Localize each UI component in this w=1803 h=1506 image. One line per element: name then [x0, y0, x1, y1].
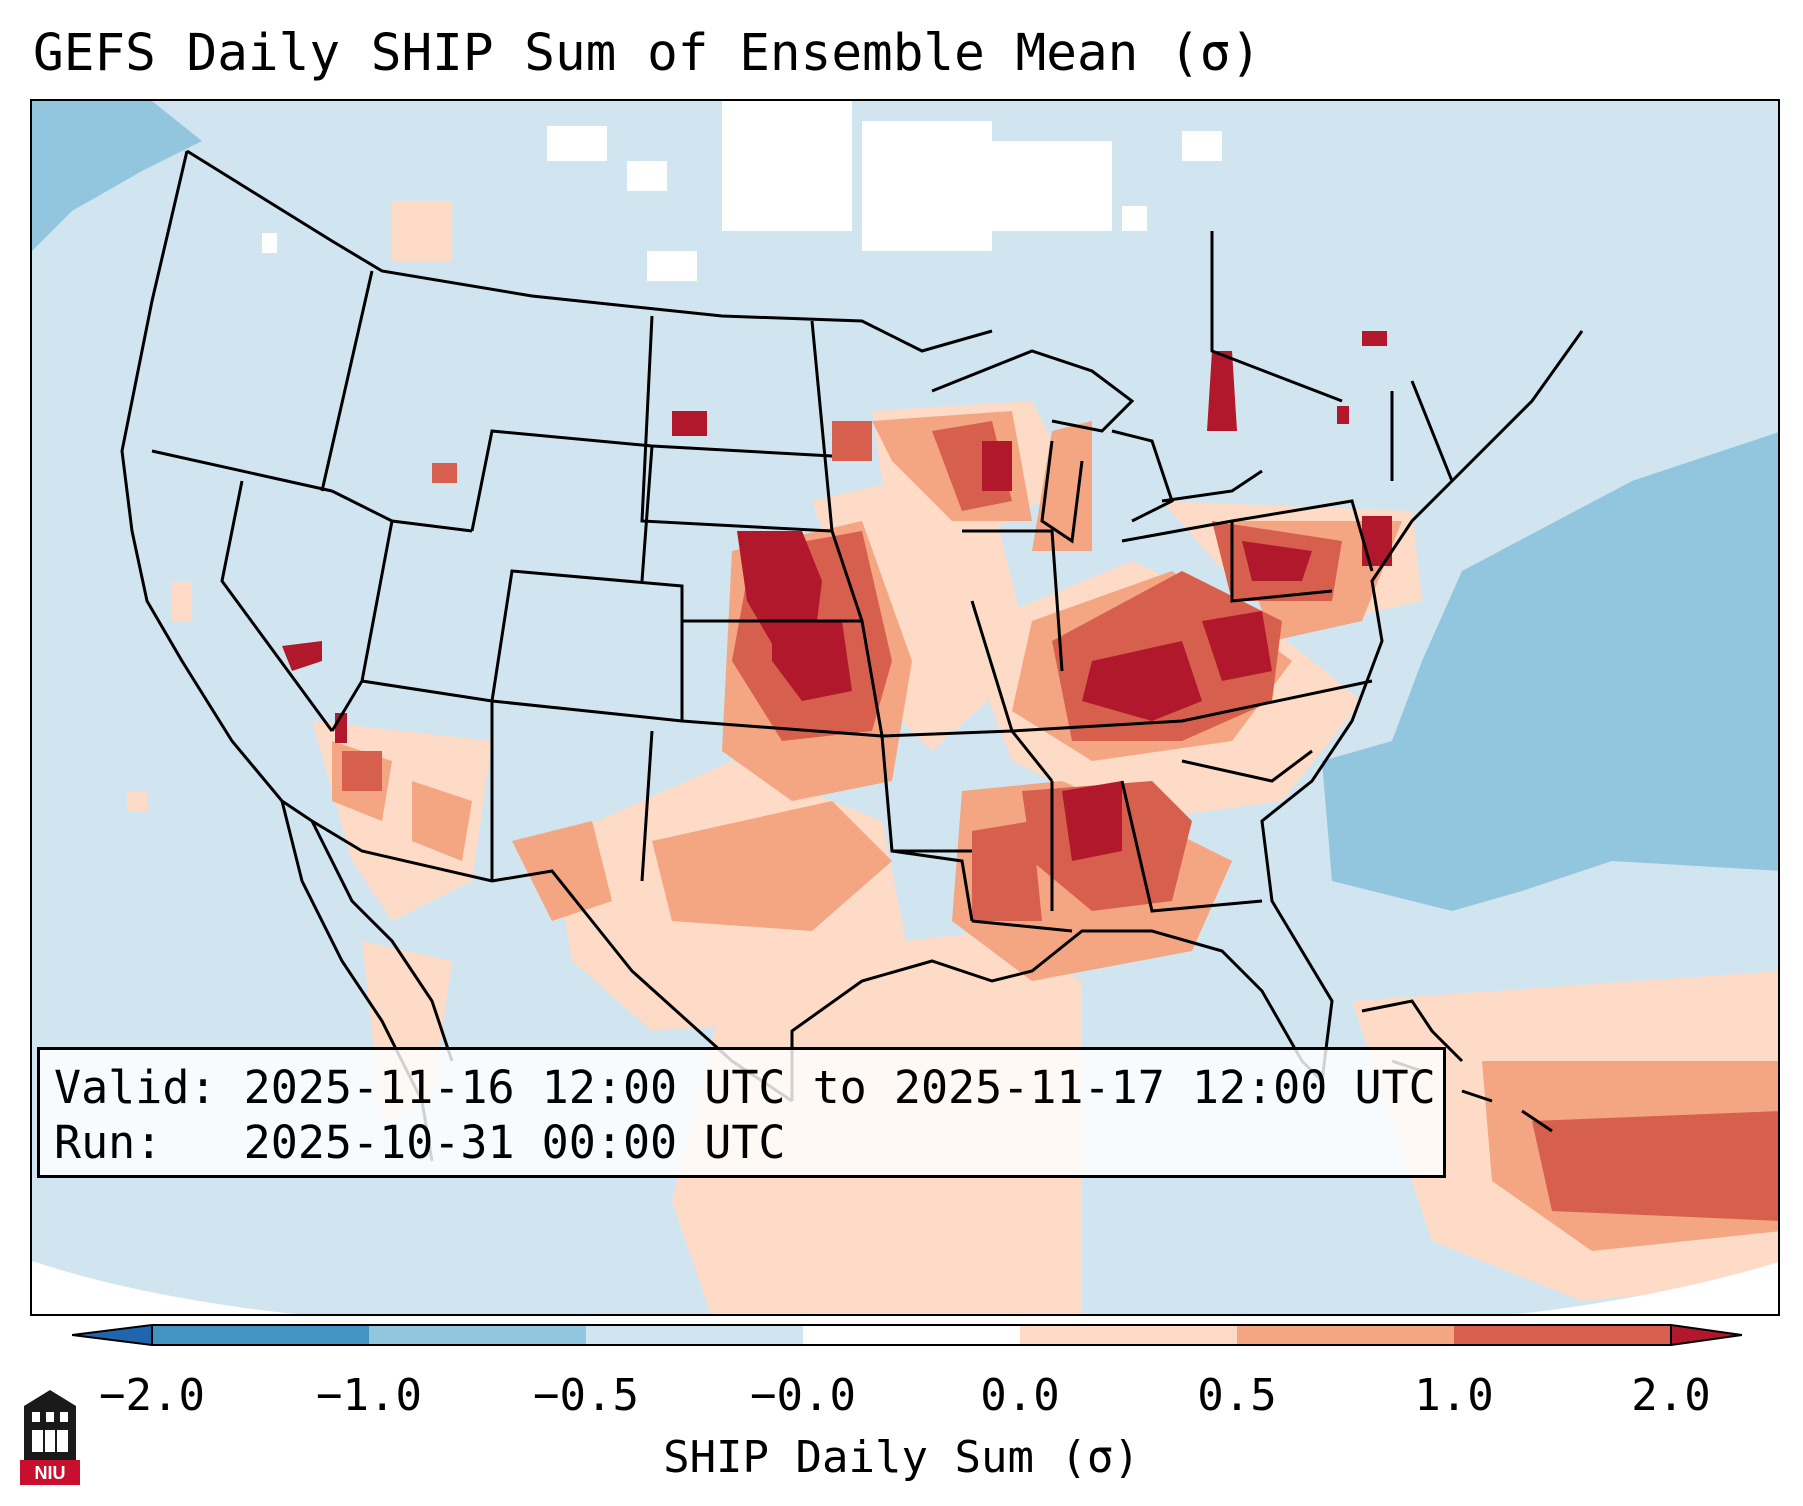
svg-text:NIU: NIU — [35, 1463, 66, 1483]
colorbar-tick: 2.0 — [1631, 1370, 1711, 1421]
colorbar-tick: −1.0 — [316, 1370, 422, 1421]
run-value: 2025-10-31 00:00 UTC — [243, 1116, 786, 1169]
run-label: Run: — [54, 1116, 163, 1169]
colorbar-tick: 0.0 — [980, 1370, 1060, 1421]
map-canvas — [32, 101, 1778, 1314]
colorbar-tick: −2.0 — [99, 1370, 205, 1421]
valid-row: Valid: 2025-11-16 12:00 UTC to 2025-11-1… — [54, 1060, 1436, 1115]
colorbar-seg-7 — [1454, 1325, 1671, 1345]
valid-label: Valid: — [54, 1061, 217, 1114]
colorbar-tick: 1.0 — [1414, 1370, 1494, 1421]
colorbar-seg-3 — [586, 1325, 803, 1345]
run-row: Run: 2025-10-31 00:00 UTC — [54, 1115, 1429, 1170]
colorbar-seg-1 — [152, 1325, 369, 1345]
colorbar-seg-5 — [1020, 1325, 1237, 1345]
valid-value: 2025-11-16 12:00 UTC to 2025-11-17 12:00… — [243, 1061, 1436, 1114]
colorbar-tick: −0.5 — [533, 1370, 639, 1421]
colorbar-seg-4 — [803, 1325, 1020, 1345]
colorbar-seg-6 — [1237, 1325, 1454, 1345]
colorbar-tick: −0.0 — [750, 1370, 856, 1421]
boundary-lines — [120, 149, 1584, 1162]
colorbar-extend-low — [72, 1325, 152, 1345]
colorbar-seg-2 — [369, 1325, 586, 1345]
colorbar-extend-high — [1671, 1325, 1742, 1345]
university-tower-icon: NIU — [20, 1390, 80, 1485]
colorbar-label: SHIP Daily Sum (σ) — [663, 1432, 1140, 1483]
colorbar — [72, 1324, 1742, 1346]
colorbar-tick: 0.5 — [1197, 1370, 1277, 1421]
map-panel — [30, 99, 1780, 1316]
valid-time-box: Valid: 2025-11-16 12:00 UTC to 2025-11-1… — [37, 1047, 1446, 1178]
zero-anomaly-patches — [262, 101, 1222, 281]
extreme-positive-patches — [282, 331, 1392, 861]
page-title: GEFS Daily SHIP Sum of Ensemble Mean (σ) — [33, 24, 1262, 83]
